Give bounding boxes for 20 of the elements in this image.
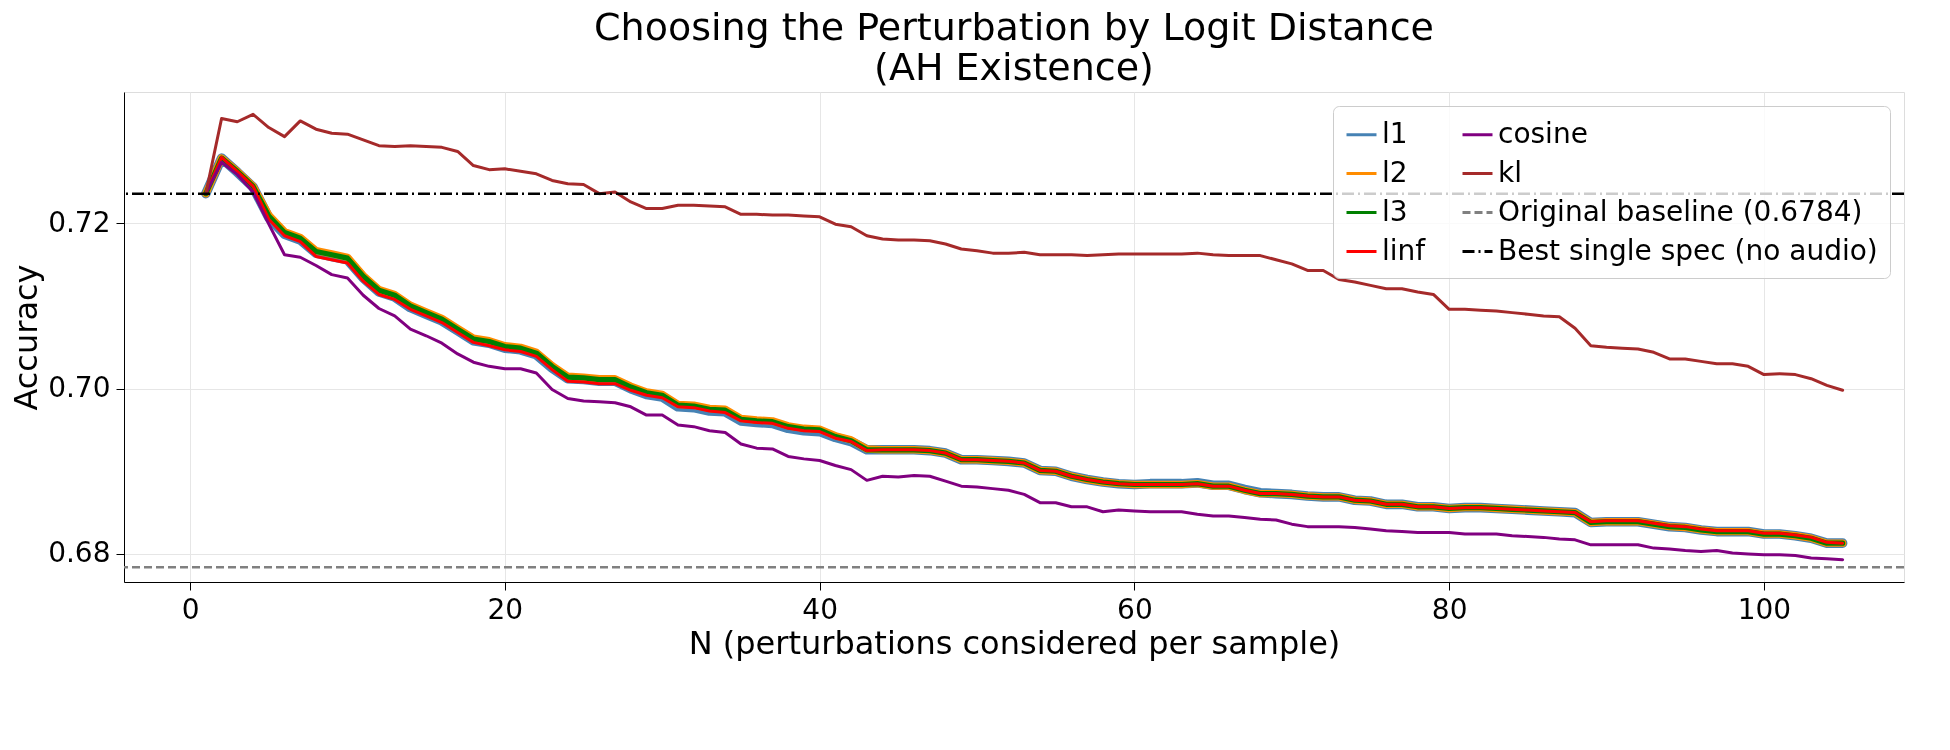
y-tick-label: 0.70 [48, 371, 111, 405]
legend-label: linf [1382, 233, 1427, 267]
x-axis-title: N (perturbations considered per sample) [688, 623, 1341, 662]
x-tick-label: 20 [487, 592, 524, 626]
x-tick-label: 60 [1117, 592, 1153, 626]
legend-label: kl [1498, 155, 1522, 189]
legend-label: Original baseline (0.6784) [1498, 194, 1863, 228]
legend-label: l2 [1382, 155, 1408, 189]
y-tick-label: 0.68 [48, 536, 111, 570]
x-tick-label: 40 [802, 592, 838, 626]
x-tick-label: 0 [181, 592, 200, 626]
y-tick-label: 0.72 [48, 205, 111, 239]
legend-label: Best single spec (no audio) [1498, 233, 1878, 267]
legend-label: l1 [1382, 116, 1408, 150]
legend-label: l3 [1382, 194, 1408, 228]
legend-label: cosine [1498, 116, 1588, 150]
x-tick-label: 100 [1737, 592, 1792, 626]
x-tick-label: 80 [1431, 592, 1468, 626]
y-axis-title: Accuracy [7, 264, 46, 411]
chart-title: Choosing the Perturbation by Logit Distance (AH Existence) [594, 5, 1434, 89]
